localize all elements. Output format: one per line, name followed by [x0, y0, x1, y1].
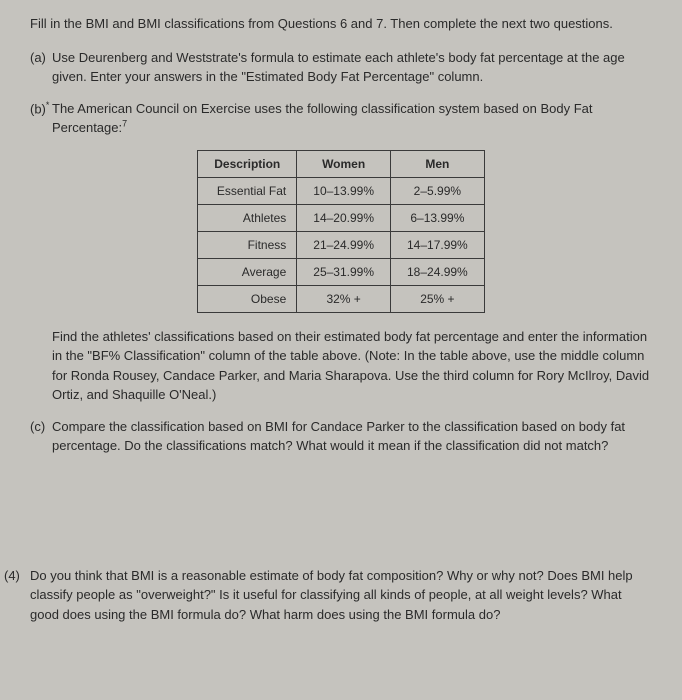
classification-table: Description Women Men Essential Fat 10–1…: [197, 150, 484, 313]
question-c: (c) Compare the classification based on …: [30, 417, 652, 456]
question-b: (b)* The American Council on Exercise us…: [30, 99, 652, 138]
table-row: Fitness 21–24.99% 14–17.99%: [198, 231, 484, 258]
cell-men: 25% +: [391, 285, 485, 312]
intro-text: Fill in the BMI and BMI classifications …: [30, 14, 652, 34]
header-description: Description: [198, 150, 297, 177]
question-a: (a) Use Deurenberg and Weststrate's form…: [30, 48, 652, 87]
cell-desc: Obese: [198, 285, 297, 312]
cell-men: 14–17.99%: [391, 231, 485, 258]
cell-men: 2–5.99%: [391, 177, 485, 204]
table-row: Obese 32% + 25% +: [198, 285, 484, 312]
table-row: Essential Fat 10–13.99% 2–5.99%: [198, 177, 484, 204]
question-a-label: (a): [30, 48, 46, 68]
cell-women: 14–20.99%: [297, 204, 391, 231]
question-b-label: (b)*: [30, 99, 49, 119]
question-b-text: The American Council on Exercise uses th…: [52, 101, 592, 136]
cell-desc: Essential Fat: [198, 177, 297, 204]
cell-men: 6–13.99%: [391, 204, 485, 231]
cell-desc: Fitness: [198, 231, 297, 258]
cell-women: 25–31.99%: [297, 258, 391, 285]
cell-women: 32% +: [297, 285, 391, 312]
table-row: Average 25–31.99% 18–24.99%: [198, 258, 484, 285]
after-table-text: Find the athletes' classifications based…: [30, 327, 652, 405]
question-c-text: Compare the classification based on BMI …: [52, 419, 625, 454]
cell-women: 10–13.99%: [297, 177, 391, 204]
header-women: Women: [297, 150, 391, 177]
question-a-text: Use Deurenberg and Weststrate's formula …: [52, 50, 625, 85]
table-header-row: Description Women Men: [198, 150, 484, 177]
table-row: Athletes 14–20.99% 6–13.99%: [198, 204, 484, 231]
cell-women: 21–24.99%: [297, 231, 391, 258]
question-c-label: (c): [30, 417, 45, 437]
question-4-text: Do you think that BMI is a reasonable es…: [30, 568, 633, 622]
question-4-label: (4): [4, 566, 20, 586]
cell-men: 18–24.99%: [391, 258, 485, 285]
question-4: (4) Do you think that BMI is a reasonabl…: [30, 566, 652, 625]
classification-table-container: Description Women Men Essential Fat 10–1…: [30, 150, 652, 313]
header-men: Men: [391, 150, 485, 177]
cell-desc: Athletes: [198, 204, 297, 231]
cell-desc: Average: [198, 258, 297, 285]
